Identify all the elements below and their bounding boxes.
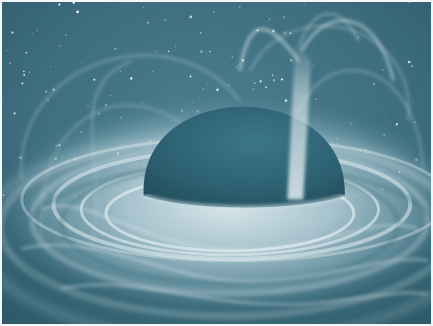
star (213, 11, 215, 13)
star (206, 83, 208, 85)
star (189, 75, 192, 78)
star (373, 83, 375, 85)
star (25, 51, 28, 54)
star (268, 18, 271, 20)
star (23, 74, 26, 76)
star (263, 77, 265, 79)
star (76, 10, 79, 14)
star (167, 50, 170, 52)
star (114, 47, 117, 50)
disk-swirls (21, 204, 429, 306)
star (142, 102, 144, 104)
star (146, 21, 149, 24)
star (93, 78, 96, 81)
star (2, 97, 3, 100)
star (31, 33, 33, 35)
star (340, 28, 342, 30)
star (47, 99, 49, 101)
star (143, 6, 145, 8)
star (283, 31, 286, 34)
star (11, 31, 14, 34)
star (413, 103, 415, 105)
star (410, 65, 413, 68)
star (282, 3, 284, 4)
sphere-rim (143, 193, 346, 210)
star (49, 66, 51, 68)
star (13, 112, 16, 115)
star (315, 98, 317, 100)
star (155, 50, 158, 53)
star (236, 66, 238, 68)
star (283, 16, 285, 19)
star (105, 104, 108, 107)
star (265, 86, 267, 89)
star (267, 21, 269, 23)
star (385, 113, 387, 115)
star (174, 45, 177, 47)
star (395, 123, 398, 126)
star (7, 49, 9, 52)
star (28, 71, 31, 73)
star (199, 32, 202, 34)
star (228, 84, 230, 86)
star (209, 50, 211, 53)
star (271, 74, 274, 76)
star (252, 88, 254, 90)
star (290, 59, 293, 62)
star (72, 2, 75, 4)
star (303, 4, 305, 6)
star (87, 105, 89, 107)
star (408, 2, 411, 4)
star (259, 80, 262, 83)
star (110, 95, 112, 97)
star (152, 70, 154, 72)
star (189, 15, 193, 19)
star (407, 60, 411, 64)
star (36, 29, 38, 31)
star (280, 78, 284, 81)
star (58, 3, 61, 6)
star (9, 62, 12, 65)
star (202, 88, 205, 90)
star (59, 45, 62, 48)
star (382, 69, 384, 71)
star (200, 50, 203, 53)
star (231, 56, 233, 58)
star (65, 34, 67, 36)
polar-jet (238, 12, 395, 200)
star (272, 79, 276, 82)
star (119, 70, 122, 73)
star (254, 82, 256, 84)
star (345, 82, 347, 84)
star (239, 6, 241, 8)
star (81, 61, 83, 63)
black-hole-scene (2, 2, 431, 324)
star (73, 8, 75, 10)
star (23, 70, 25, 73)
star (164, 18, 166, 21)
star (45, 90, 48, 93)
star (21, 82, 24, 85)
star (312, 64, 314, 66)
star (129, 77, 133, 80)
star (216, 88, 219, 91)
